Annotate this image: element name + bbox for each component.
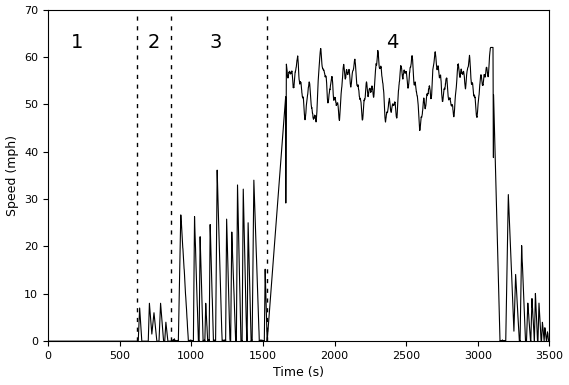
X-axis label: Time (s): Time (s): [273, 367, 324, 380]
Text: 4: 4: [386, 33, 398, 52]
Y-axis label: Speed (mph): Speed (mph): [6, 135, 19, 216]
Text: 3: 3: [209, 33, 222, 52]
Text: 2: 2: [148, 33, 160, 52]
Text: 1: 1: [71, 33, 83, 52]
